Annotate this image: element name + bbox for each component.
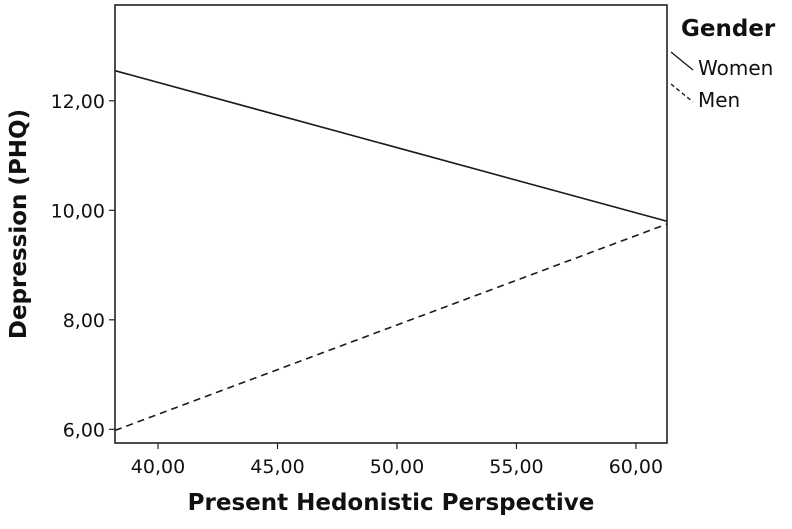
legend-swatch-men — [670, 83, 694, 103]
x-tick-label: 55,00 — [489, 456, 543, 478]
legend-title: Gender — [681, 16, 776, 42]
axis-titles: Present Hedonistic Perspective Depressio… — [6, 109, 594, 516]
series-lines — [114, 69, 668, 432]
legend: Gender Women Men — [670, 16, 776, 112]
x-axis-title: Present Hedonistic Perspective — [188, 490, 595, 516]
x-tick-label: 45,00 — [250, 456, 304, 478]
y-axis-title: Depression (PHQ) — [6, 109, 32, 339]
x-tick-label: 60,00 — [609, 456, 663, 478]
legend-label-men: Men — [698, 88, 740, 112]
x-tick-label: 40,00 — [131, 456, 185, 478]
y-tick-label: 10,00 — [51, 200, 105, 222]
legend-label-women: Women — [698, 56, 773, 80]
legend-swatch-women — [670, 51, 694, 71]
y-tick-label: 6,00 — [63, 419, 105, 441]
series-line-women — [114, 69, 668, 223]
series-line-men — [114, 223, 668, 432]
y-tick-label: 12,00 — [51, 91, 105, 113]
y-tick-label: 8,00 — [63, 310, 105, 332]
axis-ticks: 40,00 45,00 50,00 55,00 60,00 6,00 8,00 10,00 12… — [51, 91, 664, 478]
plot-frame — [114, 4, 668, 444]
x-tick-label: 50,00 — [370, 456, 424, 478]
